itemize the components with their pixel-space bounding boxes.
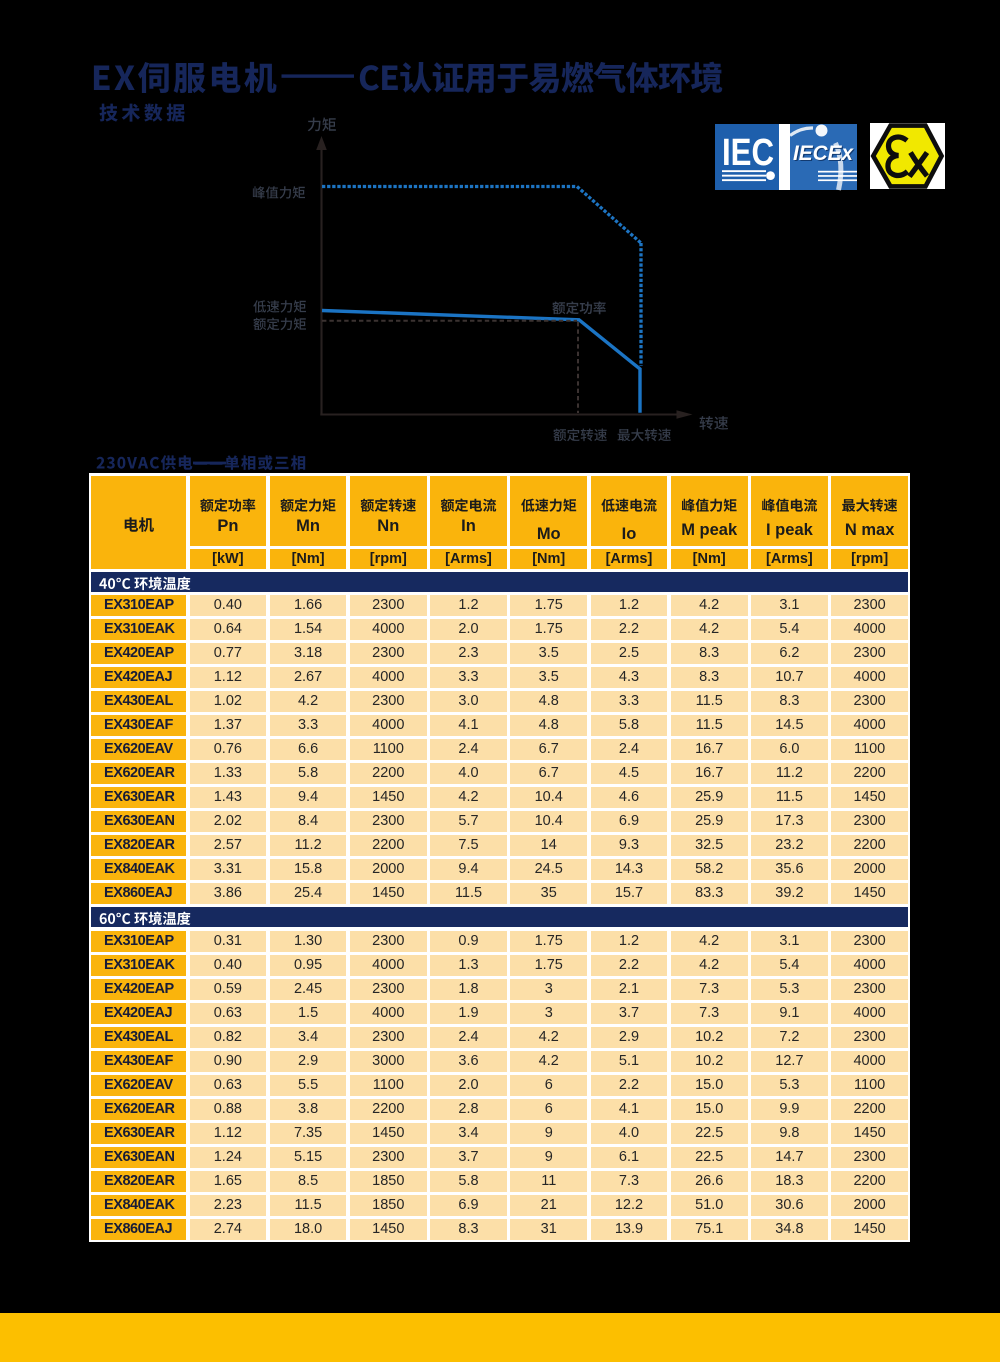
svg-text:IECEx: IECEx <box>794 143 855 166</box>
svg-text:IEC: IEC <box>722 132 774 174</box>
svg-text:IECEx: IECEx <box>793 142 854 165</box>
